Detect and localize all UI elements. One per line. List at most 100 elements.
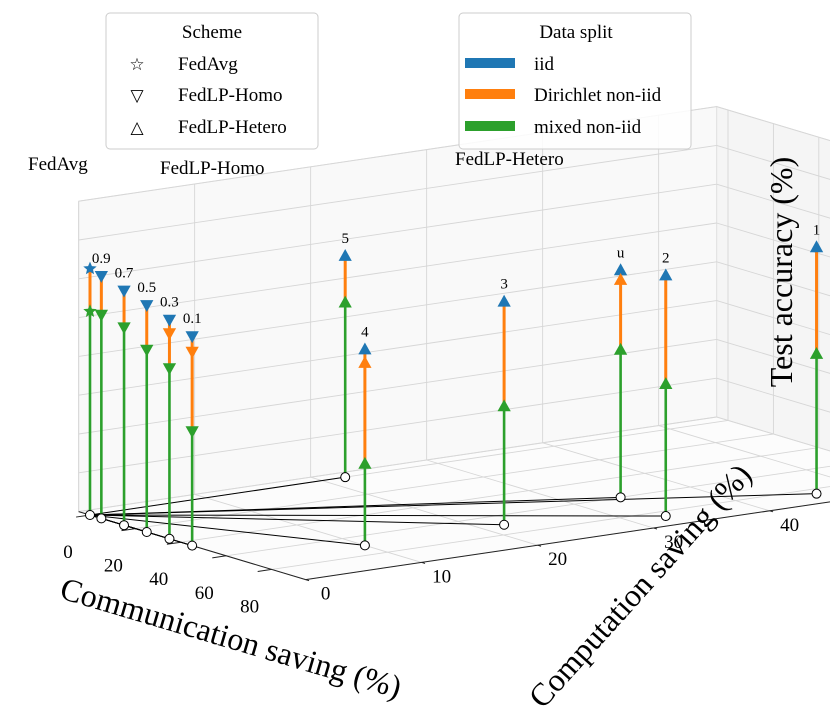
floor-point — [340, 472, 351, 483]
point-label: 2 — [662, 251, 670, 267]
group-label-fedlp-homo: FedLP-Homo — [160, 158, 265, 179]
point-label: 0.7 — [115, 266, 134, 282]
z-grid-back — [716, 377, 830, 413]
z-grid-side — [78, 222, 717, 319]
y-grid-floor — [194, 493, 422, 563]
marker-fedlp-homo-iid — [117, 285, 131, 298]
z-grid-back — [716, 300, 830, 336]
x-tick-mark — [212, 555, 227, 559]
y-tick-mark — [537, 544, 542, 547]
z-axis-title: Test accuracy (%) — [763, 157, 799, 388]
marker-fedlp-homo-dirichlet — [162, 328, 177, 341]
point-label: 0.1 — [183, 311, 202, 327]
floor-point — [96, 513, 107, 524]
legend-split-label-0: iid — [534, 54, 555, 75]
marker-fedlp-homo-mixed — [162, 363, 177, 376]
y-grid-floor — [426, 459, 654, 529]
marker-fedlp-homo-mixed — [140, 344, 154, 357]
marker-fedlp-hetero-iid — [613, 263, 628, 276]
legend-scheme-marker-2: △ — [130, 118, 144, 137]
legend-scheme-label-0: FedAvg — [178, 54, 238, 75]
marker-fedlp-hetero-iid — [809, 240, 824, 253]
y-tick-label: 30 — [664, 532, 683, 553]
floor-connector — [89, 514, 666, 517]
legend-scheme-label-2: FedLP-Hetero — [178, 117, 287, 138]
floor-point — [499, 519, 510, 530]
z-grid-side — [78, 261, 717, 357]
floor-connector — [89, 514, 505, 526]
x-tick-label: 60 — [195, 583, 214, 604]
y-grid-floor — [542, 442, 770, 512]
z-grid-side — [78, 144, 717, 241]
point-label: 3 — [500, 277, 508, 293]
legend-scheme-marker-1: ▽ — [130, 86, 144, 105]
marker-fedlp-homo-mixed — [185, 426, 199, 439]
x-tick-mark — [121, 528, 136, 532]
point-label: 1 — [813, 222, 821, 238]
marker-fedlp-hetero-mixed — [338, 295, 352, 308]
y-grid-floor — [310, 476, 538, 546]
x-grid-floor — [271, 486, 830, 570]
marker-fedlp-homo-dirichlet — [185, 346, 199, 359]
marker-fedlp-hetero-dirichlet — [358, 356, 372, 368]
marker-fedavg-mixed — [83, 304, 97, 317]
z-grid-side — [78, 416, 717, 513]
marker-fedlp-hetero-iid — [659, 268, 673, 281]
marker-fedlp-homo-iid — [185, 331, 199, 344]
legend-scheme-marker-0: ☆ — [129, 55, 144, 74]
x-axis-title: Communication saving (%) — [56, 570, 405, 705]
floor-point — [660, 511, 671, 522]
point-label: 4 — [361, 325, 369, 341]
marker-fedlp-hetero-dirichlet — [613, 273, 628, 285]
y-tick-label: 40 — [780, 515, 799, 536]
y-tick-label: 0 — [321, 584, 331, 605]
legend-split-swatch-mixed — [465, 121, 515, 131]
z-grid-back — [716, 416, 830, 452]
group-label-fedavg: FedAvg — [28, 154, 88, 175]
y-tick-mark — [653, 527, 658, 530]
y-tick-label: 20 — [548, 549, 567, 570]
floor-point — [187, 540, 198, 551]
marker-fedlp-homo-iid — [94, 271, 108, 283]
floor-point — [164, 533, 175, 544]
marker-fedlp-hetero-mixed — [497, 399, 511, 412]
floor-connector-lines — [89, 476, 817, 547]
floor-connector — [89, 514, 365, 546]
x-grid-floor — [226, 465, 830, 557]
point-label: 5 — [341, 231, 349, 247]
point-labels: 0.90.70.50.30.1 5 4 u 3 2 1 — [92, 222, 820, 340]
y-axis-line — [305, 501, 830, 581]
y-tick-mark — [769, 510, 774, 513]
legend-split-title: Data split — [539, 22, 613, 43]
legend-split-label-1: Dirichlet non-iid — [534, 85, 662, 106]
x-tick-mark — [166, 541, 181, 545]
y-tick-mark — [421, 561, 426, 564]
legend-scheme: Scheme ☆ FedAvg ▽ FedLP-Homo △ FedLP-Het… — [105, 12, 319, 150]
marker-fedlp-homo-mixed — [94, 309, 108, 322]
point-label: 0.9 — [92, 251, 111, 267]
floor-point — [85, 510, 95, 520]
legend-split-swatch-dirichlet — [465, 89, 515, 99]
x-tick-label: 0 — [63, 542, 73, 563]
z-grid-side — [78, 300, 717, 396]
z-grid-back — [716, 183, 830, 219]
floor-point — [359, 540, 370, 551]
group-label-fedlp-hetero: FedLP-Hetero — [455, 149, 564, 170]
z-grid-side — [78, 183, 717, 280]
x-grid-floor — [180, 447, 819, 543]
floor-connector — [89, 493, 817, 516]
x-tick-mark — [257, 568, 272, 572]
z-grid-back — [716, 106, 830, 142]
marker-fedlp-homo-mixed — [117, 322, 131, 335]
x-tick-label: 40 — [149, 569, 168, 590]
marker-fedlp-hetero-mixed — [659, 377, 673, 389]
z-grid-back — [716, 222, 830, 258]
z-grid-back — [716, 338, 830, 374]
y-tick-label: 10 — [432, 566, 451, 587]
legend-data-split: Data split iid Dirichlet non-iid mixed n… — [458, 12, 692, 150]
marker-fedlp-hetero-iid — [338, 249, 352, 261]
x-tick-label: 20 — [104, 556, 123, 577]
data-markers — [83, 240, 824, 551]
